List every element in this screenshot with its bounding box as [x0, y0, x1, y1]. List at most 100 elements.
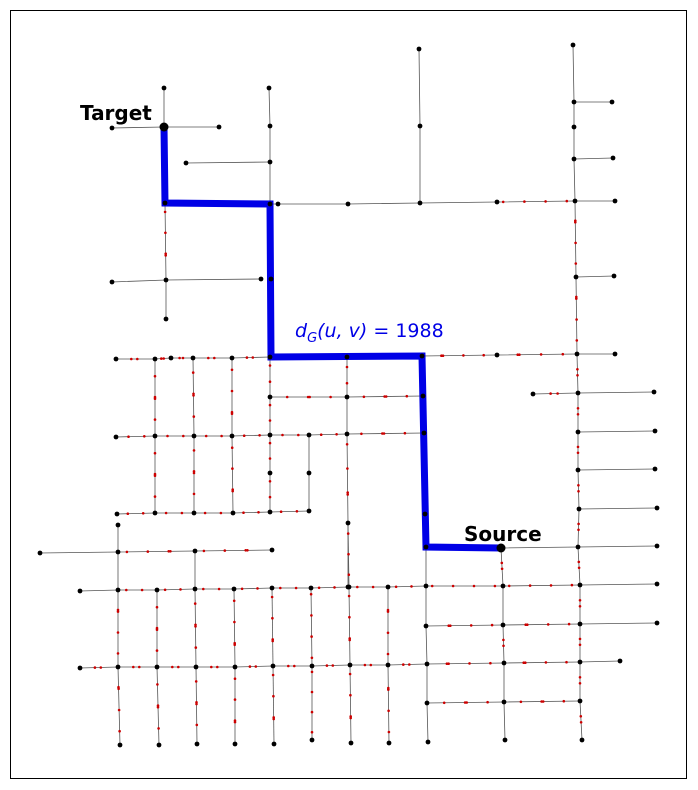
midnode-197 [231, 467, 234, 470]
midnode-61 [146, 550, 150, 553]
midnode-38 [204, 434, 208, 438]
midnode-156 [576, 368, 579, 371]
midnode-79 [333, 586, 336, 589]
midnode-262 [310, 690, 314, 694]
junction-node-10 [494, 199, 500, 205]
junction-node-39 [152, 510, 158, 516]
midnode-165 [577, 528, 580, 532]
midnode-100 [93, 666, 97, 669]
midnode-58 [279, 510, 283, 513]
midnode-236 [194, 646, 198, 649]
edge-34 [194, 551, 198, 745]
midnode-101 [99, 666, 103, 669]
midnode-128 [465, 701, 469, 704]
midnode-256 [272, 717, 276, 721]
midnode-232 [157, 727, 160, 730]
junction-node-28 [344, 394, 350, 400]
midnode-132 [541, 700, 545, 703]
midnode-191 [192, 492, 196, 496]
junction-node-53 [269, 585, 275, 591]
midnode-173 [578, 682, 582, 685]
midnode-190 [192, 471, 196, 475]
midnode-199 [231, 489, 234, 493]
midnode-150 [574, 241, 577, 245]
edge-32 [117, 525, 121, 746]
midnode-134 [549, 392, 552, 395]
midnode-70 [163, 588, 167, 592]
junction-node-112 [348, 740, 354, 746]
junction-node-34 [267, 432, 273, 438]
junction-node-86 [609, 99, 615, 105]
midnode-224 [118, 729, 121, 733]
midnode-71 [179, 588, 182, 591]
junction-node-113 [306, 470, 312, 476]
midnode-9 [181, 356, 185, 360]
junction-node-12 [612, 198, 618, 204]
junction-node-117 [117, 742, 123, 748]
junction-node-13 [109, 279, 115, 285]
junction-node-125 [345, 584, 351, 590]
midnode-166 [577, 560, 581, 564]
junction-node-118 [156, 742, 162, 748]
junction-node-23 [419, 353, 425, 359]
junction-node-4 [267, 159, 273, 165]
midnode-271 [387, 709, 390, 713]
midnode-45 [335, 433, 338, 436]
junction-node-5 [162, 200, 168, 206]
junction-node-109 [571, 124, 577, 130]
junction-node-36 [344, 431, 350, 437]
midnode-121 [489, 661, 492, 665]
junction-node-88 [610, 155, 616, 161]
junction-node-72 [347, 662, 353, 668]
junction-node-11 [572, 198, 578, 204]
midnode-242 [233, 620, 236, 624]
midnode-183 [153, 495, 157, 498]
midnode-3 [565, 199, 569, 203]
midnode-51 [141, 512, 145, 515]
midnode-46 [360, 432, 363, 436]
midnode-214 [349, 693, 352, 697]
junction-node-78 [424, 700, 430, 706]
midnode-233 [193, 602, 197, 605]
junction-node-91 [530, 391, 536, 397]
junction-node-92 [575, 390, 581, 396]
junction-node-54 [308, 585, 314, 591]
midnode-210 [348, 615, 351, 619]
midnode-33 [405, 394, 409, 398]
midnode-164 [577, 522, 580, 526]
junction-node-60 [654, 581, 660, 587]
midnode-140 [268, 364, 272, 367]
graph-nodes [37, 42, 660, 748]
midnode-84 [430, 584, 434, 588]
midnode-180 [153, 451, 157, 455]
junction-node-124 [502, 737, 508, 743]
midnode-227 [155, 628, 159, 631]
junction-node-18 [168, 355, 174, 361]
midnode-205 [346, 493, 350, 496]
midnode-26 [285, 395, 289, 399]
junction-node-22 [344, 354, 350, 360]
junction-node-98 [576, 506, 582, 512]
junction-node-41 [230, 510, 236, 516]
midnode-93 [449, 624, 452, 627]
junction-node-101 [163, 316, 169, 322]
junction-node-27 [267, 394, 273, 400]
midnode-203 [346, 467, 349, 470]
junction-node-105 [267, 470, 273, 476]
junction-node-40 [191, 510, 197, 516]
midnode-65 [223, 549, 227, 552]
midnode-192 [230, 368, 234, 372]
midnode-260 [310, 656, 314, 660]
edge-20 [577, 468, 656, 471]
midnode-240 [195, 723, 199, 727]
junction-node-95 [652, 428, 658, 434]
midnode-97 [526, 623, 529, 626]
midnode-139 [164, 254, 167, 257]
junction-node-6 [267, 201, 273, 207]
midnode-160 [576, 445, 580, 449]
midnode-74 [240, 587, 244, 591]
midnode-209 [347, 594, 351, 598]
midnode-20 [462, 354, 465, 357]
edge-16 [573, 157, 614, 160]
midnode-216 [349, 716, 353, 720]
